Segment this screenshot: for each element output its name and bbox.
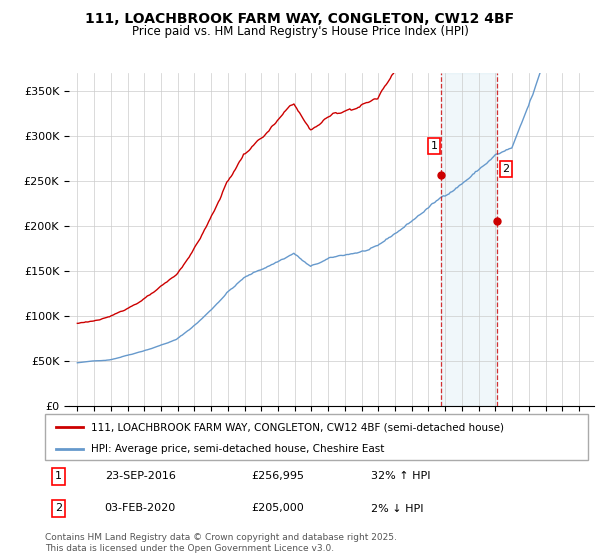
Text: HPI: Average price, semi-detached house, Cheshire East: HPI: Average price, semi-detached house,… — [91, 444, 385, 454]
Text: Contains HM Land Registry data © Crown copyright and database right 2025.
This d: Contains HM Land Registry data © Crown c… — [45, 533, 397, 553]
Text: £205,000: £205,000 — [251, 503, 304, 514]
Text: Price paid vs. HM Land Registry's House Price Index (HPI): Price paid vs. HM Land Registry's House … — [131, 25, 469, 38]
Text: 2% ↓ HPI: 2% ↓ HPI — [371, 503, 424, 514]
FancyBboxPatch shape — [45, 414, 588, 460]
Text: £256,995: £256,995 — [251, 472, 304, 482]
Text: 2: 2 — [55, 503, 62, 514]
Bar — [440, 73, 497, 406]
Text: 2: 2 — [502, 164, 509, 174]
Text: 03-FEB-2020: 03-FEB-2020 — [105, 503, 176, 514]
Text: 111, LOACHBROOK FARM WAY, CONGLETON, CW12 4BF: 111, LOACHBROOK FARM WAY, CONGLETON, CW1… — [85, 12, 515, 26]
Text: 111, LOACHBROOK FARM WAY, CONGLETON, CW12 4BF (semi-detached house): 111, LOACHBROOK FARM WAY, CONGLETON, CW1… — [91, 422, 504, 432]
Text: 1: 1 — [55, 472, 62, 482]
Text: 23-SEP-2016: 23-SEP-2016 — [105, 472, 176, 482]
Text: 32% ↑ HPI: 32% ↑ HPI — [371, 472, 430, 482]
Text: 1: 1 — [430, 141, 437, 151]
